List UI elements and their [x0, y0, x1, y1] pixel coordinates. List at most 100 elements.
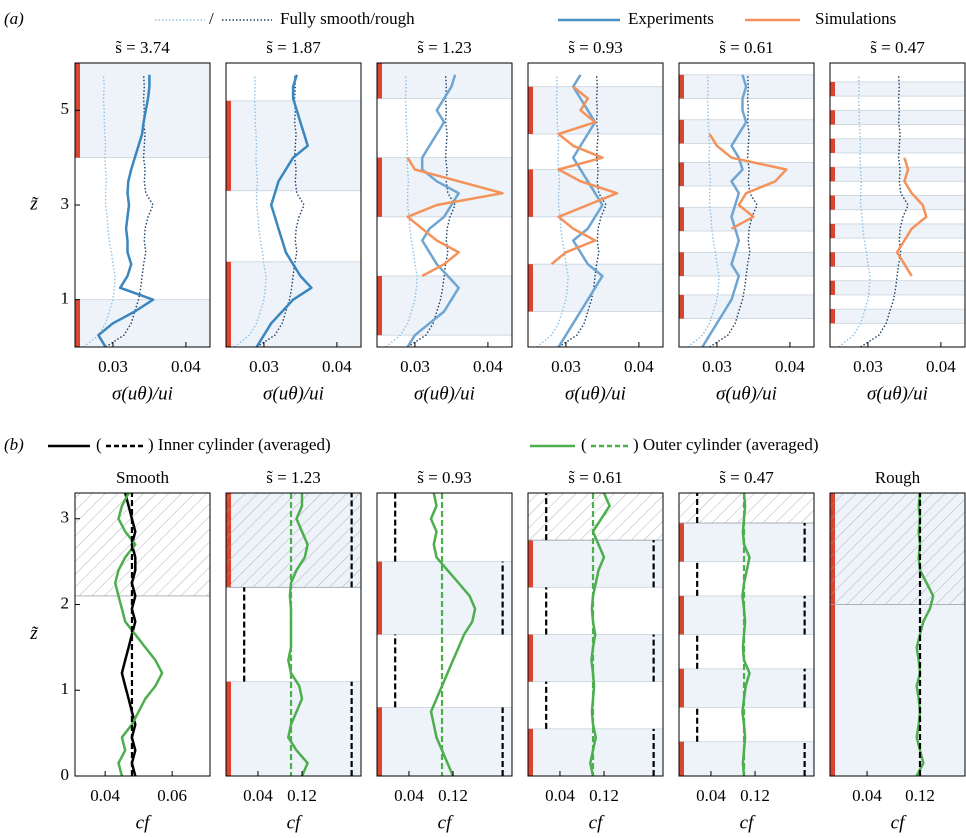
profile-line [709, 74, 758, 347]
rough-marker [528, 169, 533, 217]
rough-marker [377, 561, 382, 635]
x-tick-label: 0.12 [740, 786, 770, 805]
legend-label: ( [581, 435, 587, 454]
rough-band [830, 81, 965, 97]
panel-frame [829, 492, 966, 777]
rough-marker [377, 63, 382, 99]
plot-area [75, 493, 210, 776]
plot-area [75, 63, 210, 347]
rough-marker [830, 252, 835, 267]
rough-marker [830, 223, 835, 239]
panel: 0.03 0.04 s̃ = 0.61 σ(uθ)/ui [678, 38, 815, 404]
rough-marker [679, 668, 684, 708]
profile-line [97, 74, 155, 347]
panel: 0.04 0.12 s̃ = 0.93 cf [376, 468, 513, 833]
rough-band [830, 195, 965, 211]
y-tick-label: 3 [61, 508, 70, 527]
x-tick-label: 0.04 [473, 357, 503, 376]
panel-label: (b) [4, 435, 24, 454]
x-tick-label: 0.04 [322, 357, 352, 376]
x-axis-label: cf [891, 812, 907, 833]
x-tick-label: 0.04 [696, 786, 726, 805]
panel-frame [225, 62, 362, 348]
rough-marker [528, 634, 533, 682]
legend-label: Simulations [815, 9, 896, 28]
x-tick-label: 0.03 [98, 357, 128, 376]
panel-frame [829, 62, 966, 348]
profile-line [895, 157, 928, 277]
rough-band [830, 109, 965, 125]
plot-area [830, 493, 965, 776]
rough-marker [830, 195, 835, 210]
rough-band [377, 561, 512, 635]
rough-marker [226, 681, 231, 776]
plot-area [226, 74, 361, 347]
rough-marker [679, 523, 684, 562]
y-tick-label: 3 [61, 194, 70, 213]
hatch-region [75, 493, 210, 597]
panel-frame [527, 492, 664, 777]
rough-band [830, 308, 965, 324]
rough-band [830, 280, 965, 296]
rough-marker [528, 540, 533, 588]
profile-line [406, 157, 504, 278]
panel-frame [74, 492, 211, 777]
panel: 0.04 0.12 s̃ = 1.23 cf [225, 468, 362, 833]
legend-label: Experiments [628, 9, 714, 28]
y-tick-label: 0 [61, 765, 70, 784]
rough-marker [226, 261, 231, 347]
x-tick-label: 0.12 [905, 786, 935, 805]
rough-marker [830, 309, 835, 324]
hatch-region [830, 493, 965, 605]
x-axis-label: σ(uθ)/ui [867, 383, 928, 404]
panel-title: s̃ = 3.74 [115, 38, 170, 57]
rough-marker [528, 264, 533, 312]
rough-marker [528, 728, 533, 776]
rough-band [377, 275, 512, 336]
rough-marker [679, 741, 684, 776]
panel: 0.04 0.12 s̃ = 0.61 cf [527, 468, 664, 833]
rough-band [377, 157, 512, 218]
rough-band [679, 741, 814, 776]
x-axis-label: σ(uθ)/ui [565, 383, 626, 404]
rough-marker [75, 299, 80, 347]
x-tick-label: 0.04 [624, 357, 654, 376]
rough-marker [830, 81, 835, 97]
plot-area [226, 493, 361, 776]
y-tick-label: 1 [61, 289, 70, 308]
rough-marker [679, 294, 684, 319]
panel-title: s̃ = 0.93 [417, 468, 471, 487]
x-tick-label: 0.12 [589, 786, 619, 805]
panel-frame [527, 62, 664, 348]
x-tick-label: 0.03 [551, 357, 581, 376]
rough-marker [226, 100, 231, 191]
rough-marker [377, 707, 382, 776]
plot-area [679, 74, 814, 347]
panel: 0.03 0.04 s̃ = 1.23 σ(uθ)/ui [376, 38, 513, 404]
panel-title: s̃ = 0.47 [870, 38, 925, 57]
panel-title: Smooth [116, 468, 169, 487]
panel-title: s̃ = 1.87 [266, 38, 321, 57]
rough-marker [679, 162, 684, 187]
x-tick-label: 0.04 [394, 786, 424, 805]
rough-marker [679, 74, 684, 99]
rough-band [226, 261, 361, 347]
x-axis-label: cf [438, 812, 454, 833]
profile-line [860, 74, 909, 347]
rough-marker [830, 138, 835, 153]
profile-line [105, 74, 154, 347]
panel-frame [225, 492, 362, 777]
x-tick-label: 0.04 [243, 786, 273, 805]
panel: 0.04 0.12 s̃ = 0.47 cf [678, 468, 815, 833]
y-tick-label: 2 [61, 593, 70, 612]
rough-band [226, 100, 361, 192]
profile-line [256, 74, 305, 347]
profile-line [701, 74, 748, 347]
rough-marker [830, 110, 835, 125]
panel-title: s̃ = 1.23 [266, 468, 320, 487]
panel-title: s̃ = 0.47 [719, 468, 774, 487]
panel-title: s̃ = 1.23 [417, 38, 471, 57]
legend-label: ) Inner cylinder (averaged) [148, 435, 331, 454]
rough-band [830, 223, 965, 239]
x-tick-label: 0.03 [400, 357, 430, 376]
